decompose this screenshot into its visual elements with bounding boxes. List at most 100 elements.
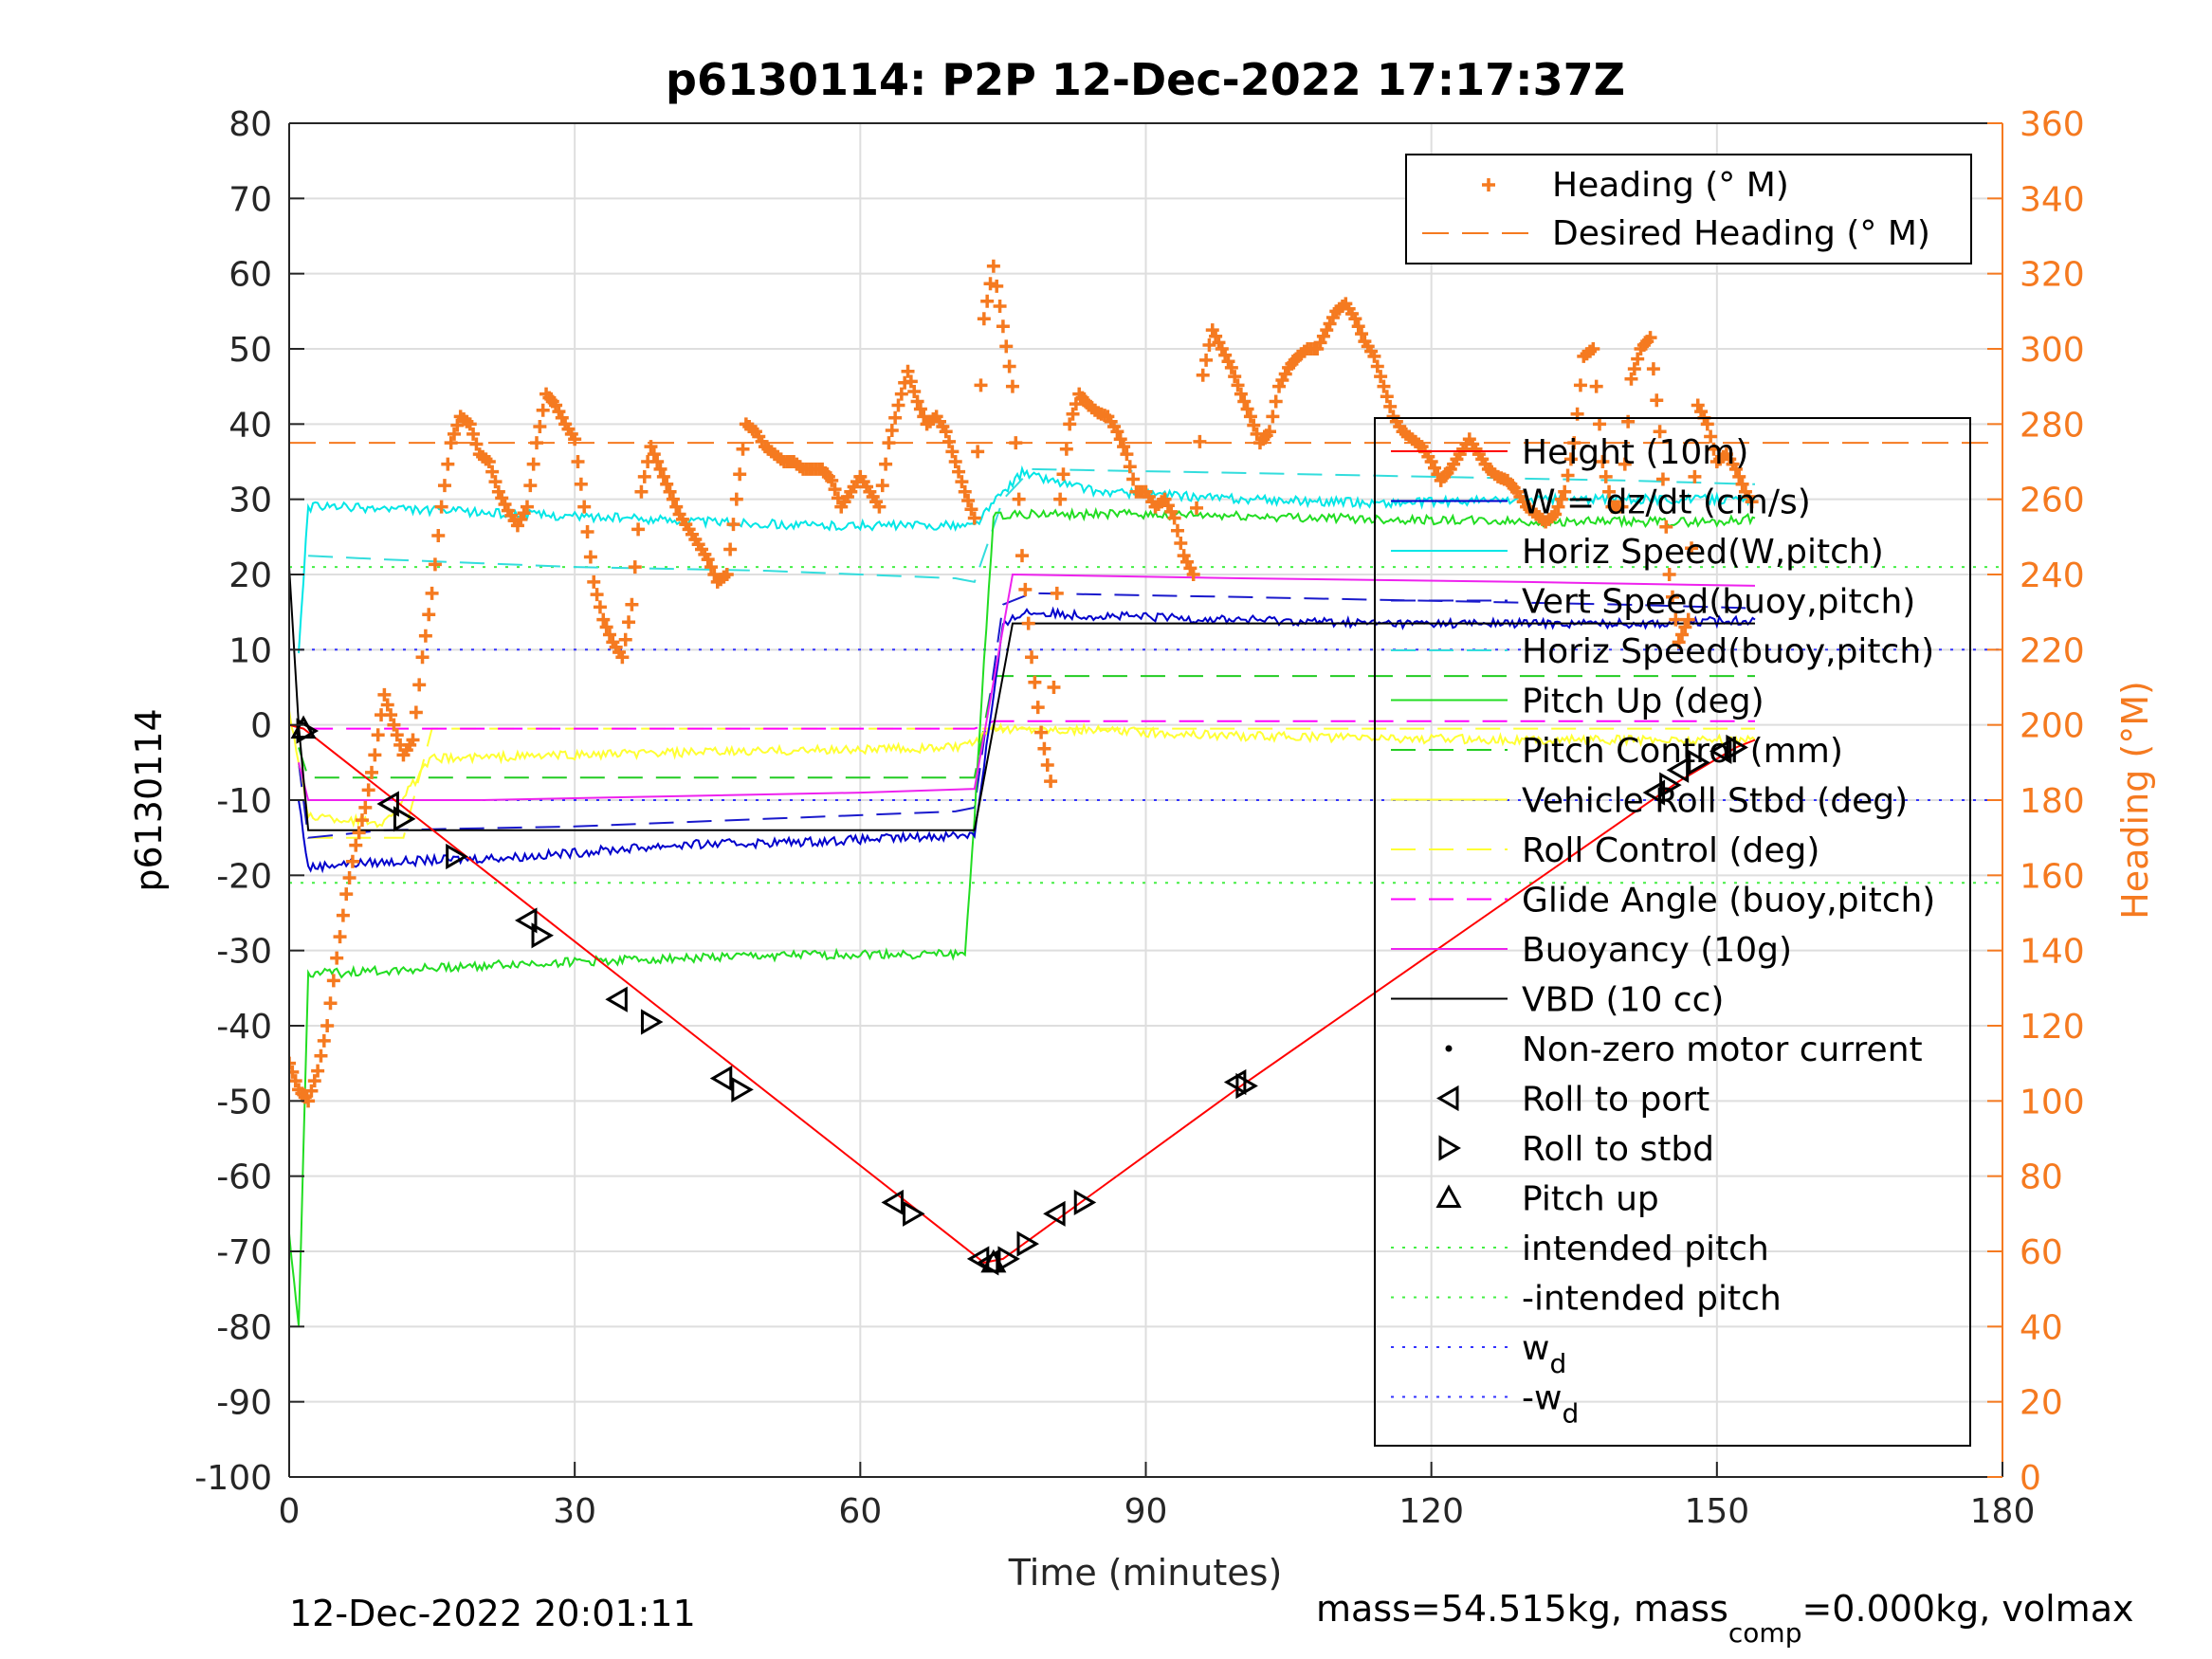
heading-point <box>948 455 962 468</box>
heading-point <box>1240 402 1254 416</box>
heading-point <box>361 783 375 797</box>
legend-label-pitch-up: Pitch up <box>1522 1180 1659 1219</box>
heading-point <box>1110 425 1124 439</box>
heading-point <box>431 529 446 543</box>
heading-point <box>323 996 338 1011</box>
heading-point <box>663 484 677 499</box>
heading-point <box>1599 469 1613 483</box>
heading-point <box>482 455 496 468</box>
heading-point <box>1167 511 1181 525</box>
heading-point <box>355 813 369 828</box>
heading-point <box>418 629 432 643</box>
y-tick-label-right: 200 <box>2020 707 2085 746</box>
heading-point <box>574 477 588 491</box>
x-tick-label: 180 <box>1970 1492 2036 1531</box>
heading-point <box>571 455 585 468</box>
heading-point <box>1002 359 1016 374</box>
heading-point <box>1263 425 1277 439</box>
legend-heading-swatch <box>1482 178 1495 191</box>
roll-to-stbd-marker <box>1688 749 1710 775</box>
legend-label-vehicle-roll-stbd-deg-: Vehicle Roll Stbd (deg) <box>1522 782 1908 821</box>
x-tick-label: 30 <box>553 1492 596 1531</box>
y-tick-label-left: -90 <box>216 1384 272 1423</box>
heading-point <box>428 557 442 572</box>
heading-point <box>1234 387 1248 401</box>
legend-label-glide-angle-buoy-pitch-: Glide Angle (buoy,pitch) <box>1522 882 1935 921</box>
y-tick-label-right: 0 <box>2020 1459 2041 1498</box>
heading-point <box>736 442 750 456</box>
heading-point <box>999 339 1014 354</box>
heading-point <box>368 748 382 762</box>
heading-point <box>1009 436 1023 450</box>
heading-point <box>1351 319 1365 334</box>
y-tick-label-left: -80 <box>216 1308 272 1347</box>
heading-point <box>1069 397 1083 411</box>
legend-label-roll-to-stbd: Roll to stbd <box>1522 1130 1714 1169</box>
heading-point <box>907 384 922 398</box>
heading-point <box>1586 342 1600 356</box>
y-tick-label-left: -30 <box>216 933 272 972</box>
legend-label-pitch-up-deg-: Pitch Up (deg) <box>1522 683 1764 721</box>
heading-point <box>653 462 667 476</box>
heading-point <box>1681 612 1695 627</box>
heading-point <box>1615 500 1629 514</box>
heading-point <box>1186 568 1200 581</box>
marker-layer <box>289 259 1759 1276</box>
heading-point <box>828 483 842 497</box>
heading-point <box>1174 536 1188 550</box>
heading-point <box>320 1019 335 1032</box>
heading-point <box>1056 467 1070 482</box>
heading-point <box>1672 635 1686 649</box>
heading-point <box>1193 434 1207 448</box>
legend-label-height-10m-: Height (10m) <box>1522 433 1748 472</box>
heading-point <box>349 838 363 852</box>
heading-point <box>1678 620 1692 634</box>
heading-point <box>311 1064 325 1078</box>
heading-point <box>1370 359 1384 374</box>
legend-swatch-roll-to-port <box>1436 1085 1459 1112</box>
heading-point <box>1735 477 1749 491</box>
heading-point <box>450 418 465 432</box>
heading-point <box>1665 590 1679 604</box>
y-tick-label-left: -10 <box>216 782 272 821</box>
heading-point <box>1066 407 1080 421</box>
heading-point <box>1269 394 1283 409</box>
footer-timestamp: 12-Dec-2022 20:01:11 <box>289 1593 696 1634</box>
heading-point <box>390 728 404 742</box>
heading-point <box>1117 440 1131 454</box>
heading-point <box>1123 460 1137 474</box>
heading-point <box>333 930 347 944</box>
heading-point <box>593 600 607 614</box>
y-tick-label-left: 60 <box>229 256 272 295</box>
heading-point <box>1063 417 1077 431</box>
legend-label-subscript: d <box>1549 1348 1566 1379</box>
heading-point <box>1596 455 1610 468</box>
heading-point <box>469 437 484 451</box>
footer-mass-sub: comp <box>1728 1617 1802 1649</box>
y-axis-label-right: Heading (°M) <box>2114 681 2156 920</box>
roll-to-port-marker <box>1709 738 1732 765</box>
heading-point <box>952 465 966 479</box>
heading-point <box>1551 500 1565 514</box>
heading-point <box>415 650 430 665</box>
y-tick-label-left: 40 <box>229 406 272 445</box>
heading-point <box>977 312 991 326</box>
series-line-pitch-up-deg- <box>289 506 1756 1326</box>
heading-point <box>1707 442 1721 456</box>
heading-point <box>964 502 978 517</box>
legend-label-w-d: wd <box>1522 1329 1566 1379</box>
heading-point <box>1237 394 1252 409</box>
y-tick-label-right: 360 <box>2020 105 2085 144</box>
heading-point <box>1348 312 1362 326</box>
heading-point <box>942 434 957 448</box>
heading-point <box>891 398 905 412</box>
legend-desired-heading-label: Desired Heading (° M) <box>1552 214 1930 253</box>
heading-point <box>1573 378 1587 392</box>
heading-point <box>939 425 953 439</box>
legend-label-vbd-10-cc-: VBD (10 cc) <box>1522 981 1724 1020</box>
heading-point <box>1015 549 1029 563</box>
heading-point <box>587 574 601 589</box>
y-tick-label-right: 280 <box>2020 406 2085 445</box>
heading-point <box>444 436 458 450</box>
heading-point <box>971 445 985 459</box>
